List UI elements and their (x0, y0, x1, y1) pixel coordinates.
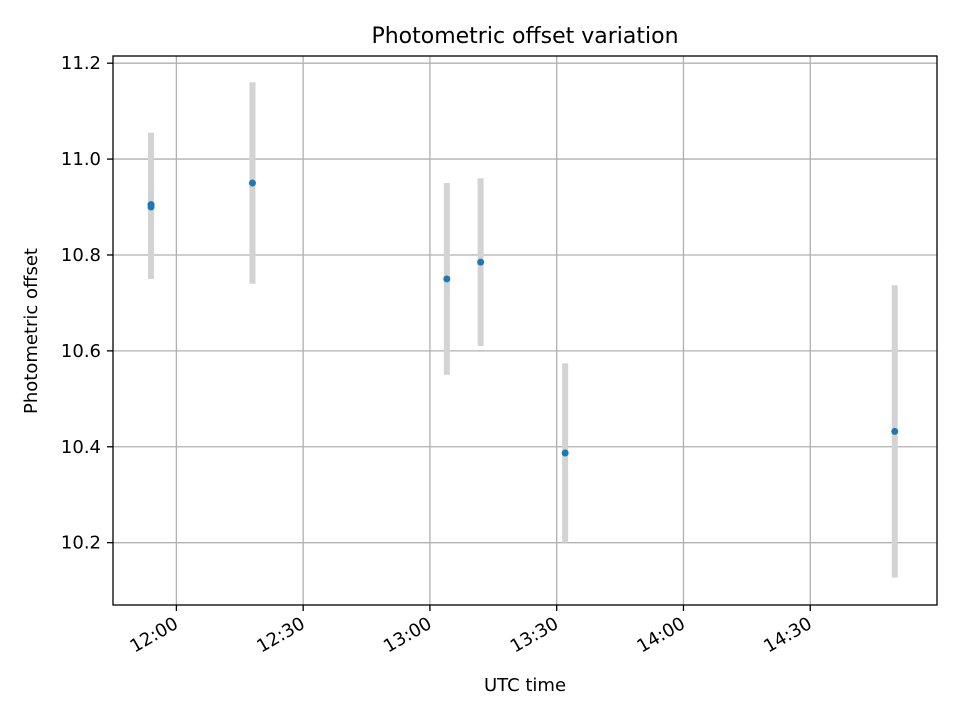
y-tick-label: 11.2 (61, 53, 101, 74)
data-points (147, 179, 899, 457)
y-ticks: 10.2 10.4 10.6 10.8 11.0 11.2 (61, 53, 113, 554)
x-axis-label: UTC time (484, 675, 566, 696)
data-point (248, 179, 256, 187)
data-point (891, 427, 899, 435)
y-tick-label: 10.2 (61, 533, 101, 554)
y-axis-label: Photometric offset (21, 248, 42, 414)
plot-frame (112, 55, 938, 606)
y-tick-label: 11.0 (61, 149, 101, 170)
data-point (561, 449, 569, 457)
data-point (443, 275, 451, 283)
y-tick-label: 10.6 (61, 341, 101, 362)
y-tick-label: 10.4 (61, 437, 101, 458)
data-point (147, 201, 155, 209)
data-point (477, 258, 485, 266)
chart-title: Photometric offset variation (371, 24, 678, 49)
y-tick-label: 10.8 (61, 245, 101, 266)
